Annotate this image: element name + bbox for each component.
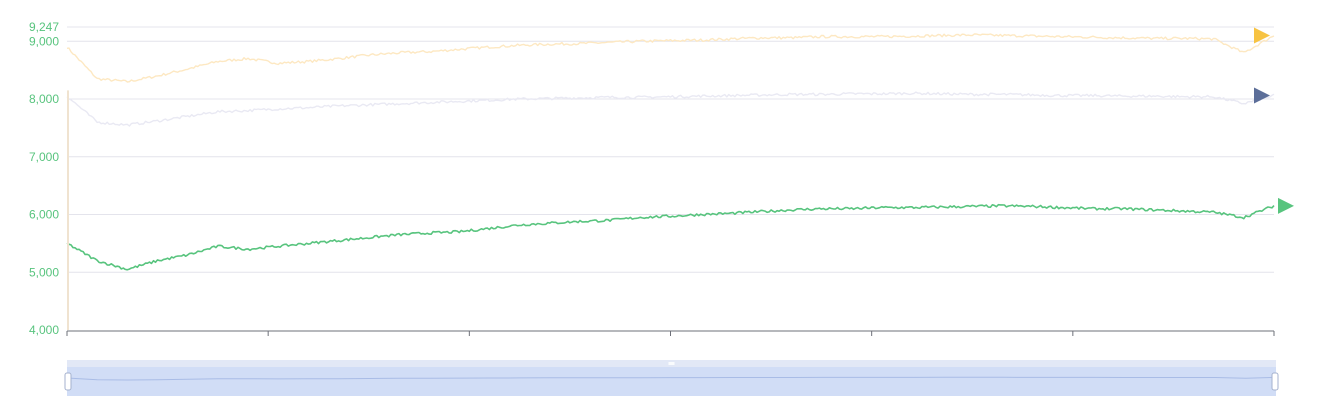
y-tick-label: 9,247: [29, 20, 59, 34]
y-tick-label: 4,000: [29, 323, 59, 337]
zoom-preview-line: [66, 376, 1277, 381]
y-tick-label: 9,000: [29, 34, 59, 48]
series-end-marker: [1254, 87, 1270, 104]
series-line: [66, 203, 1275, 271]
gridlines: [67, 26, 1274, 273]
y-tick-label: 8,000: [29, 92, 59, 106]
series-end-marker: [1254, 27, 1270, 44]
series-end-marker: [1278, 197, 1294, 214]
data-zoom-slider[interactable]: [64, 360, 1279, 396]
y-tick-label: 5,000: [29, 265, 59, 279]
series-line: [66, 33, 1275, 83]
y-tick-label: 7,000: [29, 150, 59, 164]
zoom-drag-grip[interactable]: [668, 362, 675, 365]
zoom-left-handle[interactable]: [64, 372, 72, 391]
series-line: [66, 91, 1275, 127]
zoom-right-handle[interactable]: [1271, 372, 1279, 391]
y-tick-label: 6,000: [29, 208, 59, 222]
x-axis: [66, 330, 1275, 336]
series-lines: [66, 33, 1275, 330]
series-end-markers: [1254, 27, 1294, 214]
zoom-selection[interactable]: [67, 367, 1276, 396]
